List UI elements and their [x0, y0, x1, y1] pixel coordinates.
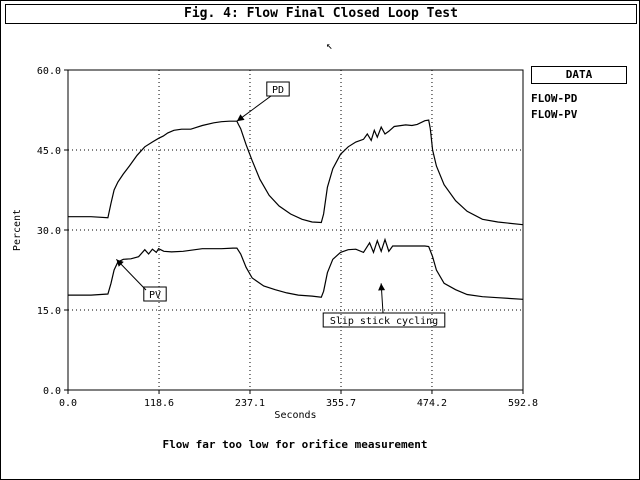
annotation-label: Slip stick cycling	[330, 316, 438, 327]
y-axis-label: Percent	[12, 209, 23, 251]
page-title: Fig. 4: Flow Final Closed Loop Test	[5, 4, 637, 24]
y-tick-label: 15.0	[37, 306, 61, 317]
legend-item-flow-pd: FLOW-PD	[531, 92, 578, 105]
x-tick-label: 0.0	[59, 398, 77, 409]
pointer-cursor-icon: ↖	[326, 39, 333, 52]
series-line-flow-pv	[68, 237, 524, 300]
annotation-box	[266, 81, 290, 97]
annotation-arrowhead	[236, 114, 245, 122]
legend-title: DATA	[531, 66, 627, 84]
annotation-label: PV	[149, 290, 161, 301]
annotation-arrow	[236, 95, 272, 122]
annotation-box	[143, 286, 167, 302]
footnote: Flow far too low for orifice measurement	[162, 438, 428, 451]
annotation-arrowhead	[116, 259, 124, 267]
y-tick-label: 60.0	[37, 66, 61, 77]
y-tick-label: 0.0	[43, 386, 61, 397]
x-tick-label: 355.7	[326, 398, 356, 409]
x-axis-label: Seconds	[274, 410, 316, 421]
annotation-arrowhead	[378, 283, 386, 291]
x-tick-label: 592.8	[508, 398, 538, 409]
series-line-flow-pd	[68, 119, 524, 226]
x-tick-label: 118.6	[144, 398, 174, 409]
legend-item-flow-pv: FLOW-PV	[531, 108, 578, 121]
x-tick-label: 474.2	[417, 398, 447, 409]
annotation-box	[322, 312, 446, 328]
annotation-label: PD	[272, 85, 284, 96]
annotation-arrow	[115, 258, 147, 291]
y-tick-label: 30.0	[37, 226, 61, 237]
y-tick-label: 45.0	[37, 146, 61, 157]
x-tick-label: 237.1	[235, 398, 265, 409]
